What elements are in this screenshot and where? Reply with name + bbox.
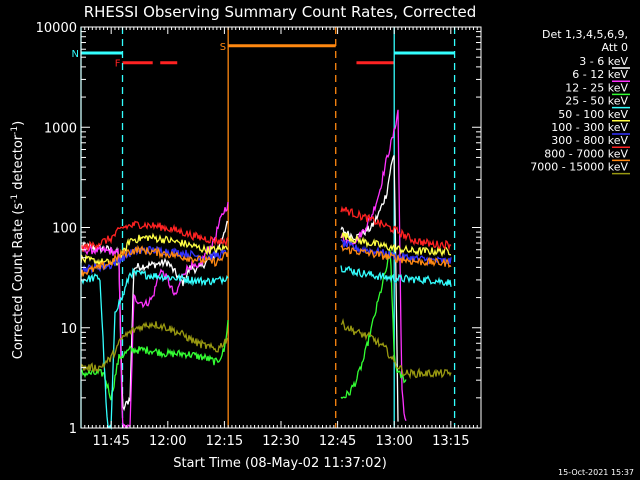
y-axis: 1 10 100 1000 10000 xyxy=(36,21,481,437)
y-tick-label-3: 1000 xyxy=(44,121,77,136)
x-tick-label-5: 13:00 xyxy=(375,434,412,449)
footer-date: 15-Oct-2021 15:37 xyxy=(558,468,634,477)
legend-label-0: 3 - 6 keV xyxy=(579,55,628,68)
series-line-4-seg-1 xyxy=(340,232,452,258)
attenuator-lines xyxy=(80,27,456,428)
legend-label-4: 50 - 100 keV xyxy=(558,108,628,121)
y-tick-label-2: 100 xyxy=(52,222,77,237)
series-line-7-seg-1 xyxy=(340,243,452,269)
y-axis-label-mid: detector xyxy=(11,134,26,194)
x-tick-label-2: 12:15 xyxy=(206,434,243,449)
legend-label-2: 12 - 25 keV xyxy=(565,81,628,94)
y-axis-label-end: ) xyxy=(11,121,26,126)
y-tick-label-4: 10000 xyxy=(36,21,77,36)
series-line-8-seg-0 xyxy=(80,321,229,374)
series-line-6-seg-0 xyxy=(80,220,229,252)
x-tick-label-1: 12:00 xyxy=(149,434,186,449)
series-line-6-seg-1 xyxy=(340,205,452,251)
y-axis-label-main: Corrected Count Rate (s xyxy=(11,203,26,360)
series-line-4-seg-0 xyxy=(80,232,229,267)
series-line-7-seg-0 xyxy=(80,244,229,277)
x-axis-label: Start Time (08-May-02 11:37:02) xyxy=(173,456,387,471)
status-bar-label-2: F xyxy=(115,59,121,70)
legend-title-line1: Det 1,3,4,5,6,9, xyxy=(542,28,628,41)
series-line-3-seg-0 xyxy=(80,267,229,431)
series-line-0-seg-1 xyxy=(340,155,399,422)
status-bars: N F S xyxy=(72,42,455,70)
series-line-1-seg-0 xyxy=(81,201,229,429)
y-axis-label-sup1: -1 xyxy=(10,194,20,203)
legend-label-7: 800 - 7000 keV xyxy=(544,147,628,160)
y-tick-label-1: 10 xyxy=(60,322,77,337)
legend-label-8: 7000 - 15000 keV xyxy=(530,161,628,174)
x-tick-label-3: 12:30 xyxy=(262,434,299,449)
series-line-3-seg-1 xyxy=(340,265,452,287)
legend-label-5: 100 - 300 keV xyxy=(551,121,628,134)
x-tick-label-0: 11:45 xyxy=(92,434,129,449)
status-bar-label-3: S xyxy=(220,42,226,53)
chart-title: RHESSI Observing Summary Count Rates, Co… xyxy=(84,3,477,21)
x-axis: 11:45 12:00 12:15 12:30 12:45 13:00 13:15 xyxy=(80,27,482,449)
legend-label-3: 25 - 50 keV xyxy=(565,95,628,108)
x-tick-label-4: 12:45 xyxy=(319,434,356,449)
y-axis-label: Corrected Count Rate (s-1 detector-1) xyxy=(10,121,26,359)
x-tick-label-6: 13:15 xyxy=(432,434,469,449)
series-lines xyxy=(80,109,452,431)
legend-label-1: 6 - 12 keV xyxy=(572,68,628,81)
y-tick-label-0: 1 xyxy=(69,422,77,437)
legend-label-6: 300 - 800 keV xyxy=(551,134,628,147)
legend-title-line2: Att 0 xyxy=(602,41,628,54)
status-bar-label-0: N xyxy=(72,49,79,60)
series-line-8-seg-1 xyxy=(340,317,452,380)
y-axis-label-sup2: -1 xyxy=(10,126,20,135)
